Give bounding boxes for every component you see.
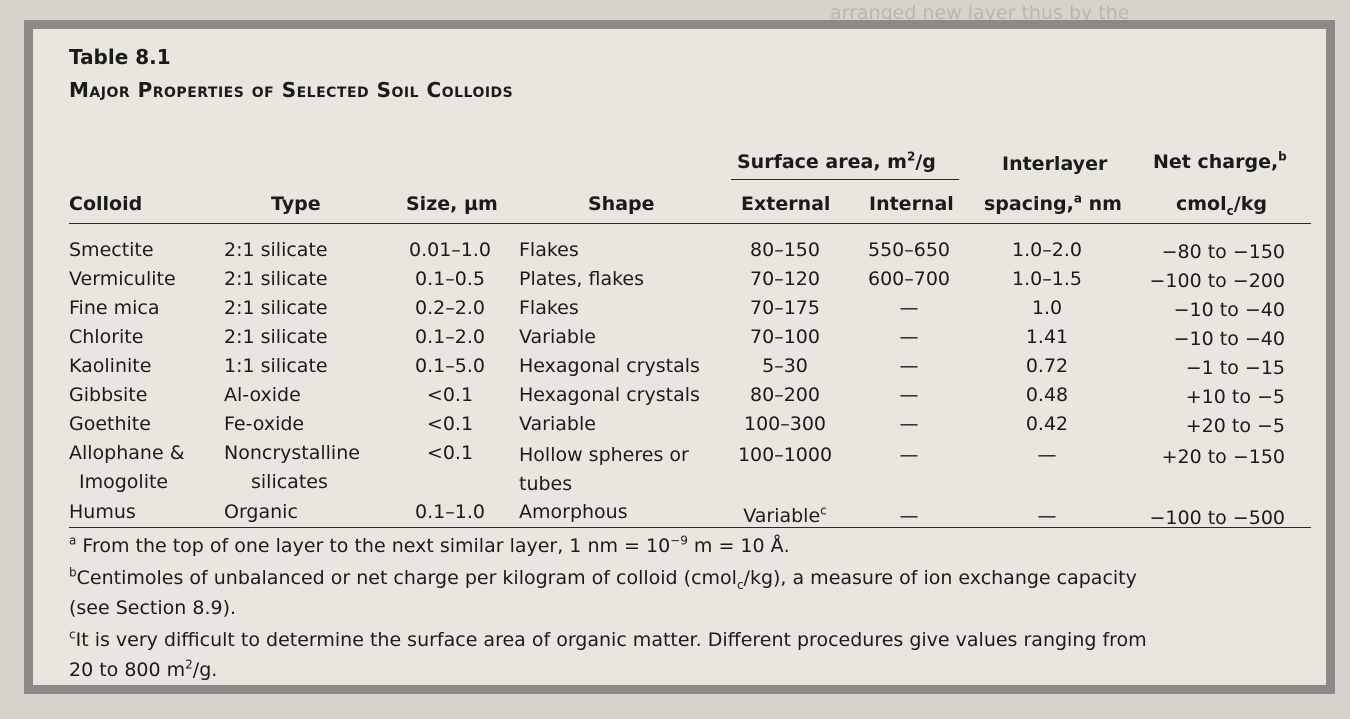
row-fine-mica-size: 0.2–2.0: [415, 297, 485, 319]
footnote-c-line2: 20 to 800 m2/g.: [69, 657, 218, 681]
row-chlorite-external: 70–100: [750, 326, 820, 348]
row-kaolinite-spacing: 0.72: [1025, 355, 1069, 377]
footnote-c: cIt is very difficult to determine the s…: [69, 627, 1147, 651]
row-fine-mica-external: 70–175: [750, 297, 820, 319]
row-humus-type: Organic: [224, 501, 298, 523]
header-external: External: [741, 193, 831, 215]
row-vermiculite-net-charge: −100 to −200: [1149, 270, 1285, 292]
row-chlorite-internal: —: [899, 326, 919, 348]
row-chlorite-shape: Variable: [519, 326, 596, 348]
row-gibbsite-spacing: 0.48: [1025, 384, 1069, 406]
row-allophane-colloid-line2: Imogolite: [79, 471, 169, 493]
row-chlorite-spacing: 1.41: [1025, 326, 1069, 348]
row-gibbsite-size: <0.1: [426, 384, 474, 406]
row-gibbsite-external: 80–200: [750, 384, 820, 406]
row-allophane-shape-line2: tubes: [519, 473, 573, 495]
row-smectite-external: 80–150: [750, 239, 820, 261]
row-kaolinite-colloid: Kaolinite: [69, 355, 152, 377]
row-kaolinite-shape: Hexagonal crystals: [519, 355, 700, 377]
header-interlayer: Interlayer: [1002, 153, 1108, 175]
row-smectite-internal: 550–650: [867, 239, 951, 261]
row-humus-internal: —: [899, 505, 919, 527]
row-allophane-type: Noncrystalline: [224, 442, 360, 464]
table-frame: Table 8.1 Major Properties of Selected S…: [24, 20, 1335, 694]
row-vermiculite-internal: 600–700: [867, 268, 951, 290]
row-fine-mica-internal: —: [899, 297, 919, 319]
row-chlorite-net-charge: −10 to −40: [1173, 328, 1285, 350]
footnote-b: bCentimoles of unbalanced or net charge …: [69, 565, 1137, 592]
row-humus-shape: Amorphous: [519, 501, 628, 523]
row-goethite-internal: —: [899, 413, 919, 435]
row-goethite-shape: Variable: [519, 413, 596, 435]
row-smectite-size: 0.01–1.0: [408, 239, 492, 261]
row-goethite-colloid: Goethite: [69, 413, 151, 435]
header-type: Type: [271, 193, 321, 215]
row-smectite-shape: Flakes: [519, 239, 579, 261]
row-kaolinite-size: 0.1–5.0: [415, 355, 485, 377]
header-surface-area: Surface area, m2/g: [737, 149, 936, 173]
row-humus-net-charge: −100 to −500: [1149, 507, 1285, 529]
row-vermiculite-type: 2:1 silicate: [224, 268, 328, 290]
row-goethite-net-charge: +20 to −5: [1185, 415, 1285, 437]
row-gibbsite-type: Al-oxide: [224, 384, 301, 406]
surface-area-rule: [731, 179, 959, 180]
header-rule: [69, 223, 1311, 224]
row-smectite-colloid: Smectite: [69, 239, 154, 261]
row-allophane-spacing: —: [1037, 444, 1057, 466]
row-allophane-colloid: Allophane &: [69, 442, 185, 464]
row-goethite-spacing: 0.42: [1025, 413, 1069, 435]
row-humus-external: Variablec: [743, 503, 827, 527]
header-colloid: Colloid: [69, 193, 143, 215]
row-allophane-external: 100–1000: [737, 444, 833, 466]
header-net-charge-unit: cmolc/kg: [1176, 193, 1267, 218]
row-kaolinite-external: 5–30: [762, 355, 808, 377]
row-gibbsite-colloid: Gibbsite: [69, 384, 148, 406]
row-goethite-external: 100–300: [743, 413, 827, 435]
row-smectite-type: 2:1 silicate: [224, 239, 328, 261]
row-chlorite-size: 0.1–2.0: [415, 326, 485, 348]
row-fine-mica-shape: Flakes: [519, 297, 579, 319]
row-chlorite-type: 2:1 silicate: [224, 326, 328, 348]
row-humus-spacing: —: [1037, 505, 1057, 527]
header-spacing: spacing,a nm: [984, 191, 1122, 215]
row-gibbsite-net-charge: +10 to −5: [1185, 386, 1285, 408]
row-kaolinite-net-charge: −1 to −15: [1185, 357, 1285, 379]
row-allophane-net-charge: +20 to −150: [1161, 446, 1285, 468]
row-fine-mica-spacing: 1.0: [1031, 297, 1063, 319]
table-number: Table 8.1: [69, 45, 171, 69]
header-shape: Shape: [588, 193, 655, 215]
row-vermiculite-shape: Plates, flakes: [519, 268, 645, 290]
header-net-charge: Net charge,b: [1153, 149, 1287, 173]
row-chlorite-colloid: Chlorite: [69, 326, 144, 348]
footnote-a: a From the top of one layer to the next …: [69, 533, 790, 557]
row-kaolinite-type: 1:1 silicate: [224, 355, 328, 377]
row-goethite-size: <0.1: [426, 413, 474, 435]
table-content: Table 8.1 Major Properties of Selected S…: [69, 45, 1311, 685]
row-smectite-net-charge: −80 to −150: [1161, 241, 1285, 263]
table-title: Major Properties of Selected Soil Colloi…: [69, 78, 514, 102]
footnote-b-line2: (see Section 8.9).: [69, 597, 237, 619]
row-fine-mica-type: 2:1 silicate: [224, 297, 328, 319]
header-size: Size, µm: [406, 193, 498, 215]
footer-rule: [69, 527, 1311, 528]
row-goethite-type: Fe-oxide: [224, 413, 305, 435]
row-fine-mica-colloid: Fine mica: [69, 297, 160, 319]
row-allophane-internal: —: [899, 444, 919, 466]
row-vermiculite-colloid: Vermiculite: [69, 268, 176, 290]
row-gibbsite-internal: —: [899, 384, 919, 406]
header-internal: Internal: [869, 193, 954, 215]
row-vermiculite-spacing: 1.0–1.5: [1012, 268, 1082, 290]
row-smectite-spacing: 1.0–2.0: [1012, 239, 1082, 261]
row-allophane-type-line2: silicates: [251, 471, 328, 493]
row-fine-mica-net-charge: −10 to −40: [1173, 299, 1285, 321]
row-vermiculite-external: 70–120: [750, 268, 820, 290]
row-allophane-shape: Hollow spheres or: [519, 444, 689, 466]
row-vermiculite-size: 0.1–0.5: [415, 268, 485, 290]
row-gibbsite-shape: Hexagonal crystals: [519, 384, 700, 406]
row-humus-size: 0.1–1.0: [415, 501, 485, 523]
row-humus-colloid: Humus: [69, 501, 136, 523]
row-kaolinite-internal: —: [899, 355, 919, 377]
row-allophane-size: <0.1: [426, 442, 474, 464]
